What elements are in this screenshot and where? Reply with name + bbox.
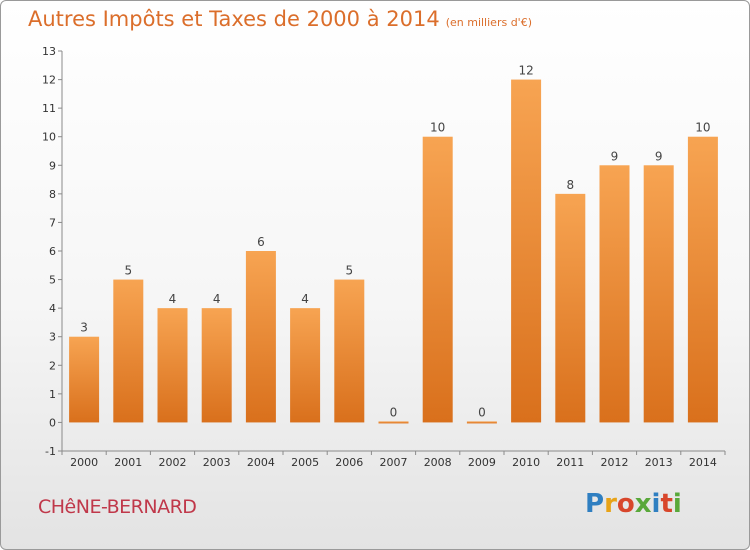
x-tick-label: 2010 — [512, 456, 540, 469]
x-tick-label: 2001 — [114, 456, 142, 469]
y-tick-label: 2 — [49, 359, 56, 372]
x-tick-label: 2008 — [424, 456, 452, 469]
bar-value-label: 10 — [695, 121, 710, 135]
x-tick-label: 2002 — [159, 456, 187, 469]
bar-value-label: 0 — [478, 405, 486, 419]
bar — [555, 193, 586, 423]
bar — [422, 136, 453, 423]
y-tick-label: 8 — [49, 188, 56, 201]
commune-name: CHêNE-BERNARD — [38, 496, 197, 518]
logo-letter: t — [660, 489, 673, 519]
logo-letter: x — [634, 489, 652, 519]
bar-value-label: 5 — [124, 264, 132, 278]
bar — [290, 308, 321, 423]
x-tick-label: 2009 — [468, 456, 496, 469]
x-tick-label: 2005 — [291, 456, 319, 469]
y-tick-label: -1 — [45, 445, 56, 458]
bar-value-label: 4 — [213, 292, 221, 306]
y-tick-label: 13 — [42, 45, 56, 58]
bar — [113, 279, 144, 423]
bar — [245, 251, 276, 423]
logo-letter: P — [585, 489, 605, 519]
bar-value-label: 4 — [169, 292, 177, 306]
bar — [687, 136, 718, 423]
y-tick-label: 10 — [42, 131, 56, 144]
bar — [511, 79, 542, 423]
bar-value-label: 5 — [345, 264, 353, 278]
x-tick-label: 2003 — [203, 456, 231, 469]
y-tick-label: 9 — [49, 159, 56, 172]
x-tick-label: 2013 — [645, 456, 673, 469]
bar-value-label: 9 — [655, 149, 663, 163]
logo-letter: r — [604, 489, 617, 519]
chart-title: Autres Impôts et Taxes de 2000 à 2014 (en… — [28, 7, 532, 31]
y-tick-label: 11 — [42, 102, 56, 115]
bar — [69, 336, 100, 423]
y-tick-label: 7 — [49, 216, 56, 229]
bar-value-label: 4 — [301, 292, 309, 306]
bar-value-label: 12 — [518, 64, 533, 78]
y-tick-label: 4 — [49, 302, 56, 315]
bar — [201, 308, 232, 423]
proxiti-logo[interactable]: Proxiti — [585, 489, 682, 519]
logo-letter: i — [672, 489, 682, 519]
y-tick-label: 12 — [42, 74, 56, 87]
x-tick-label: 2011 — [556, 456, 584, 469]
bar-value-label: 0 — [390, 405, 398, 419]
bar-value-label: 6 — [257, 235, 265, 249]
logo-letter: o — [616, 489, 635, 519]
y-tick-label: 3 — [49, 331, 56, 344]
x-tick-label: 2014 — [689, 456, 717, 469]
y-tick-label: 5 — [49, 274, 56, 287]
x-tick-label: 2006 — [335, 456, 363, 469]
chart-title-text: Autres Impôts et Taxes de 2000 à 2014 — [28, 7, 440, 31]
bar — [378, 421, 409, 424]
bar-value-label: 9 — [611, 149, 619, 163]
logo-letter: i — [651, 489, 661, 519]
x-tick-label: 2004 — [247, 456, 275, 469]
chart-subtitle: (en milliers d'€) — [445, 16, 532, 29]
y-tick-label: 6 — [49, 245, 56, 258]
bar-value-label: 8 — [566, 178, 574, 192]
bar — [599, 165, 630, 423]
x-tick-label: 2007 — [380, 456, 408, 469]
bar-value-label: 3 — [80, 321, 88, 335]
y-tick-label: 1 — [49, 388, 56, 401]
y-tick-label: 0 — [49, 416, 56, 429]
bar — [643, 165, 674, 423]
bar-value-label: 10 — [430, 121, 445, 135]
proxiti-logo-text: Proxiti — [585, 489, 682, 519]
bar — [466, 421, 497, 424]
x-tick-label: 2012 — [601, 456, 629, 469]
bar — [334, 279, 365, 423]
bar — [157, 308, 188, 423]
x-tick-label: 2000 — [70, 456, 98, 469]
